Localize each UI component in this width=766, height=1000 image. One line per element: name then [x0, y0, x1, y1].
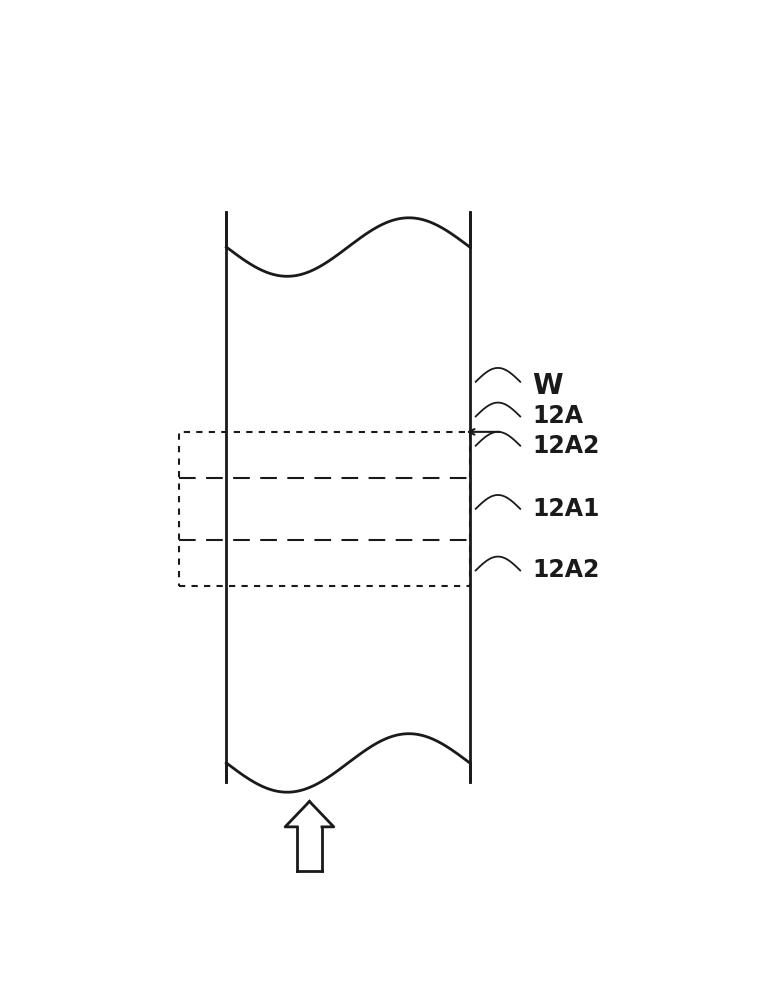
Text: 12A1: 12A1	[532, 497, 600, 521]
Text: W: W	[532, 372, 563, 400]
Bar	[178, 432, 470, 586]
Text: 12A2: 12A2	[532, 558, 600, 582]
Text: 12A2: 12A2	[532, 434, 600, 458]
Text: 12A: 12A	[532, 404, 583, 428]
